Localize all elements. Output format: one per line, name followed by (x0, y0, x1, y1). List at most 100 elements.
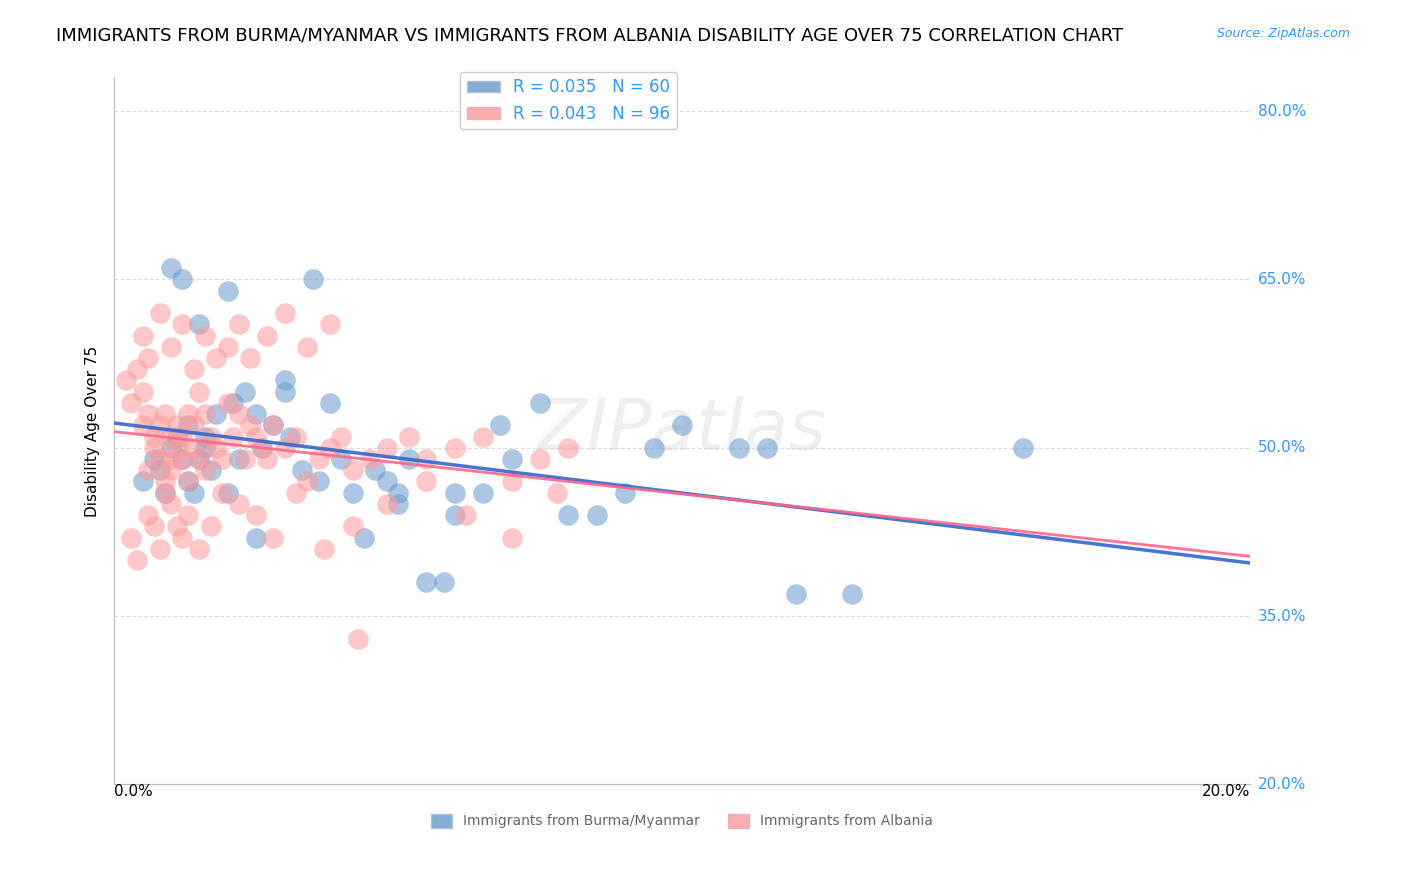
Text: 35.0%: 35.0% (1258, 608, 1306, 624)
Point (160, 261, 183, 276)
Text: ZIPatlas: ZIPatlas (537, 396, 827, 466)
Point (166, 429, 188, 443)
Point (557, 441, 579, 455)
Point (444, 508, 467, 522)
Point (166, 418, 188, 433)
Point (125, 362, 148, 376)
Point (398, 452, 420, 467)
Point (183, 441, 205, 455)
Point (1011, 441, 1033, 455)
Point (308, 452, 330, 467)
Point (319, 318, 342, 332)
Point (149, 306, 172, 320)
Point (501, 452, 523, 467)
Point (172, 272, 194, 286)
Point (284, 485, 307, 500)
Text: 50.0%: 50.0% (1258, 441, 1306, 455)
Point (194, 441, 217, 455)
Point (501, 475, 523, 489)
Point (297, 340, 319, 354)
Point (273, 384, 295, 399)
Point (456, 508, 478, 522)
Point (375, 497, 398, 511)
Point (841, 587, 863, 601)
Point (347, 632, 370, 646)
Point (727, 441, 749, 455)
Point (319, 441, 342, 455)
Point (155, 475, 177, 489)
Point (188, 541, 211, 556)
Point (273, 441, 295, 455)
Point (183, 362, 205, 376)
Point (398, 429, 420, 443)
Point (149, 418, 172, 433)
Point (245, 407, 267, 421)
Point (614, 485, 637, 500)
Point (342, 519, 364, 533)
Point (262, 531, 284, 545)
Point (302, 272, 325, 286)
Point (239, 351, 262, 365)
Point (205, 351, 228, 365)
Point (194, 463, 217, 477)
Point (501, 531, 523, 545)
Point (444, 485, 467, 500)
Point (205, 441, 228, 455)
Point (233, 384, 256, 399)
Point (160, 497, 183, 511)
Point (529, 452, 551, 467)
Point (200, 519, 222, 533)
Point (177, 508, 200, 522)
Point (415, 575, 437, 590)
Point (160, 429, 183, 443)
Point (364, 463, 387, 477)
Point (155, 407, 177, 421)
Point (149, 452, 172, 467)
Text: 80.0%: 80.0% (1258, 103, 1306, 119)
Text: 20.0%: 20.0% (1202, 784, 1250, 799)
Point (432, 575, 454, 590)
Point (172, 531, 194, 545)
Point (200, 463, 222, 477)
Point (557, 508, 579, 522)
Point (319, 396, 342, 410)
Text: 65.0%: 65.0% (1258, 272, 1306, 287)
Point (529, 396, 551, 410)
Point (188, 318, 211, 332)
Point (194, 407, 217, 421)
Point (114, 373, 136, 387)
Point (472, 485, 495, 500)
Point (172, 429, 194, 443)
Point (120, 531, 142, 545)
Point (194, 429, 217, 443)
Point (415, 475, 437, 489)
Point (330, 452, 353, 467)
Point (177, 475, 200, 489)
Point (472, 429, 495, 443)
Point (131, 384, 153, 399)
Point (188, 452, 211, 467)
Point (273, 306, 295, 320)
Point (297, 475, 319, 489)
Point (546, 485, 568, 500)
Point (671, 418, 693, 433)
Point (284, 429, 307, 443)
Point (142, 452, 165, 467)
Point (200, 429, 222, 443)
Point (643, 441, 665, 455)
Point (245, 508, 267, 522)
Point (125, 553, 148, 567)
Point (245, 429, 267, 443)
Point (359, 452, 381, 467)
Point (160, 463, 183, 477)
Point (136, 351, 159, 365)
Point (136, 407, 159, 421)
Point (756, 441, 779, 455)
Y-axis label: Disability Age Over 75: Disability Age Over 75 (86, 345, 100, 516)
Point (188, 452, 211, 467)
Text: 20.0%: 20.0% (1258, 777, 1306, 792)
Point (155, 485, 177, 500)
Point (250, 441, 273, 455)
Point (194, 328, 217, 343)
Point (136, 463, 159, 477)
